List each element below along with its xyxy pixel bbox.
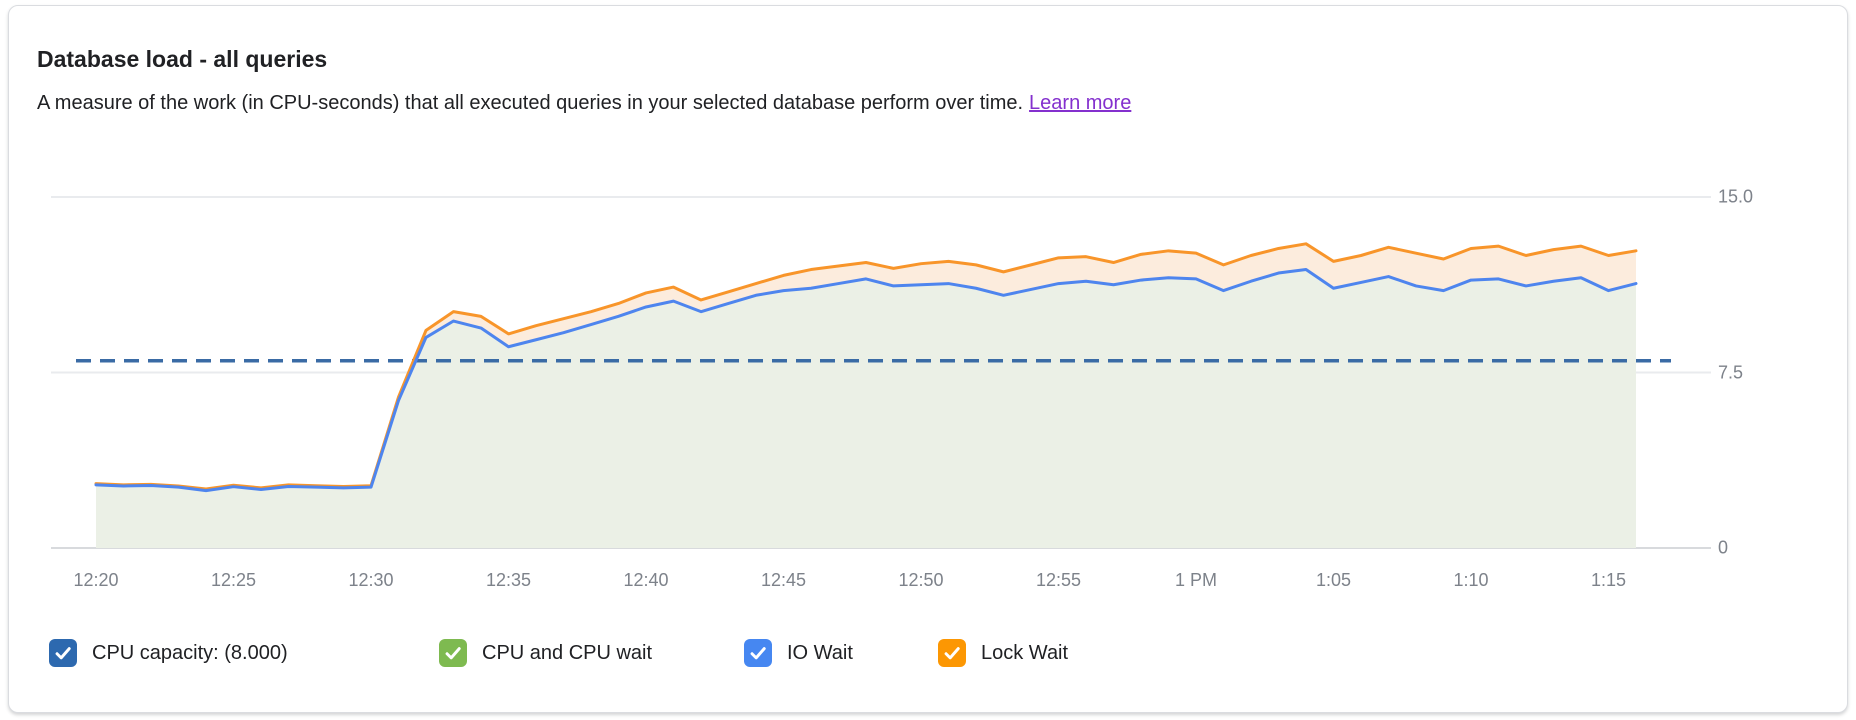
- database-load-card: Database load - all queries A measure of…: [8, 5, 1848, 713]
- legend-item-cpu-capacity-8-000[interactable]: CPU capacity: (8.000): [49, 639, 288, 667]
- x-tick-12:35: 12:35: [485, 570, 532, 590]
- legend-label: CPU and CPU wait: [482, 641, 653, 664]
- legend-checkbox-checked-icon[interactable]: [49, 639, 77, 667]
- y-tick-7.5: 7.5: [1718, 362, 1744, 382]
- legend-item-io-wait[interactable]: IO Wait: [744, 639, 853, 667]
- legend-label: IO Wait: [787, 641, 853, 664]
- learn-more-link[interactable]: Learn more: [1029, 92, 1132, 114]
- x-tick-12:50: 12:50: [898, 570, 944, 590]
- legend-item-cpu-and-cpu-wait[interactable]: CPU and CPU wait: [439, 639, 652, 667]
- x-tick-12:45: 12:45: [760, 570, 807, 590]
- legend-checkbox-checked-icon[interactable]: [439, 639, 467, 667]
- x-tick-12:25: 12:25: [210, 570, 257, 590]
- x-tick-12:20: 12:20: [73, 570, 119, 590]
- chart-description-text: A measure of the work (in CPU-seconds) t…: [37, 92, 1024, 114]
- x-tick-1:15: 1:15: [1590, 570, 1627, 590]
- x-tick-12:30: 12:30: [348, 570, 394, 590]
- legend-label: CPU capacity: (8.000): [92, 641, 288, 664]
- x-tick-12:55: 12:55: [1035, 570, 1082, 590]
- io-wait-area: [96, 269, 1636, 548]
- x-tick-1:10: 1:10: [1453, 570, 1489, 590]
- chart-description: A measure of the work (in CPU-seconds) t…: [37, 90, 1131, 117]
- chart-plot-area[interactable]: [9, 6, 1847, 712]
- x-tick-1:05: 1:05: [1315, 570, 1352, 590]
- lock-wait-area: [96, 243, 1636, 491]
- legend-checkbox-checked-icon[interactable]: [744, 639, 772, 667]
- database-load-chart[interactable]: 15.0 7.5 0 12:20 12:25 12:30 12:35 12:40 12:45 1…: [9, 6, 1847, 712]
- y-tick-0: 0: [1718, 537, 1729, 558]
- io-wait-line: [94, 268, 1638, 493]
- legend-item-lock-wait[interactable]: Lock Wait: [938, 639, 1068, 667]
- y-tick-15.0: 15.0: [1718, 186, 1754, 207]
- x-tick-1-PM: 1 PM: [1174, 570, 1218, 590]
- chart-title: Database load - all queries: [37, 46, 328, 72]
- legend-checkbox-checked-icon[interactable]: [938, 639, 966, 667]
- x-tick-12:40: 12:40: [623, 570, 669, 590]
- legend-label: Lock Wait: [981, 641, 1069, 664]
